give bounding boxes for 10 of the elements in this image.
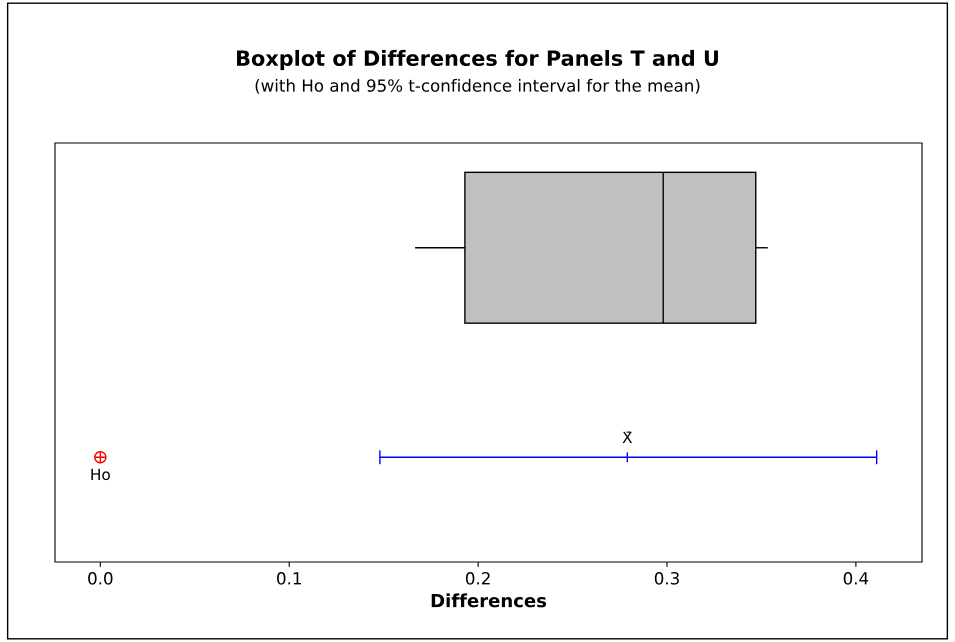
chart-title: Boxplot of Differences for Panels T and U (237, 50, 718, 70)
chart-subtitle: (with Ho and 95% t-confidence interval for the mean) (256, 78, 700, 94)
x-axis-title: Differences (432, 593, 546, 608)
x-tick-label: 0.3 (654, 572, 679, 585)
x-tick-label: 0.2 (466, 572, 490, 585)
x-tick-label: 0.1 (277, 572, 301, 585)
annotation: X̄ (622, 432, 632, 443)
x-tick-label: 0.4 (844, 572, 868, 585)
annotation: Ho (91, 468, 110, 480)
x-tick-label: 0.0 (88, 572, 112, 585)
